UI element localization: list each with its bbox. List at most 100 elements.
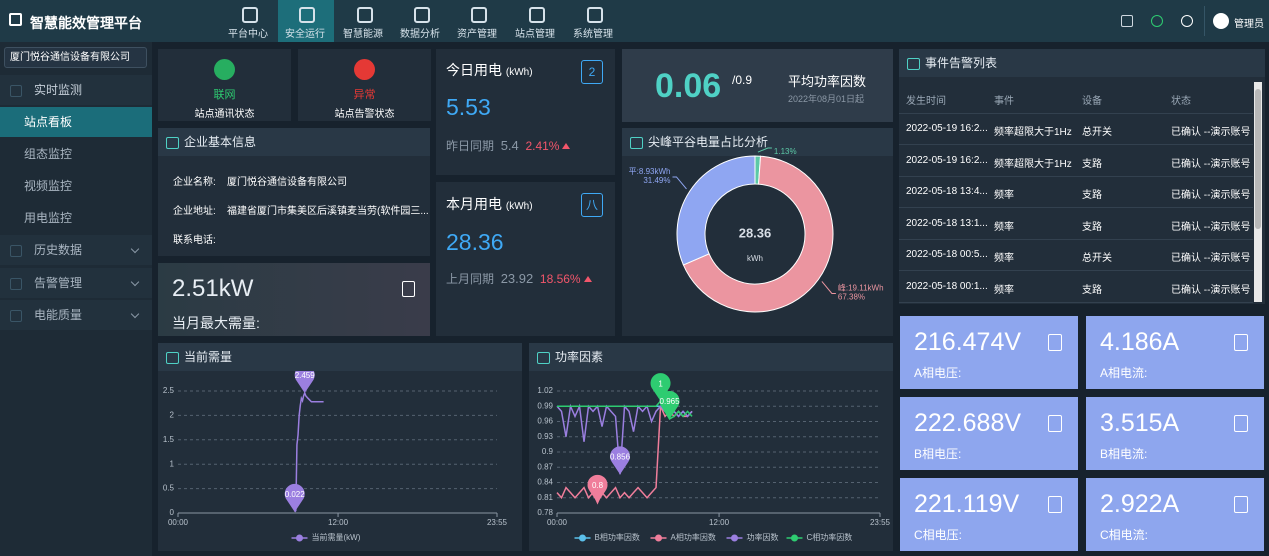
nav-label[interactable]: 站点管理 (515, 29, 555, 40)
legend-label[interactable]: 功率因数 (747, 532, 779, 542)
card-title: 本月用电 (kWh) (446, 194, 533, 214)
menu-group[interactable]: 历史数据 (0, 235, 152, 265)
panel-header: 当前需量 (158, 343, 522, 371)
panel-header: 事件告警列表 (899, 49, 1265, 77)
y-tick-label: 0.5 (163, 484, 175, 493)
column-header: 发生时间 (906, 96, 946, 107)
measure-value: 3.515A (1100, 409, 1180, 437)
nav-label[interactable]: 数据分析 (400, 29, 440, 40)
card-unit: (kWh) (505, 67, 533, 78)
menu-label[interactable]: 历史数据 (34, 243, 83, 257)
panel-title: 事件告警列表 (925, 56, 998, 70)
doc-icon (1234, 496, 1248, 513)
pie-panel: 尖峰平谷电量占比分析 1.13% 峰:19.11kWh 67.38% 平:8.93kW… (622, 128, 893, 336)
nav-item[interactable]: 资产管理 (449, 0, 505, 42)
marker-label: 0.8 (592, 481, 604, 490)
menu-label[interactable]: 实时监测 (34, 83, 83, 97)
legend-label[interactable]: B相功率因数 (595, 532, 640, 542)
nav-label[interactable]: 平台中心 (228, 29, 268, 40)
menu-item[interactable]: 视频监控 (24, 179, 73, 193)
nav-label[interactable]: 智慧能源 (343, 29, 383, 40)
measure-card: 4.186A A相电流: (1086, 316, 1264, 389)
nav-item[interactable]: 安全运行 (277, 0, 333, 42)
menu-group[interactable]: 实时监测 (0, 75, 152, 105)
y-tick-label: 1.02 (537, 386, 553, 395)
series-line (557, 399, 693, 420)
company-panel: 企业基本信息 企业名称: 厦门悦谷通信设备有限公司 企业地址: 福建省厦门市集美… (158, 128, 430, 256)
nav-label[interactable]: 资产管理 (457, 29, 497, 40)
up-arrow (583, 276, 592, 282)
cell: 2022-05-18 13:1... (906, 217, 988, 229)
info-key: 联系电话: (173, 235, 216, 246)
cell: 总开关 (1082, 253, 1112, 264)
line-chart: 0 0.5 1 1.5 2 2.5 00:00 12:00 23:55 2.459 0.022 当前需… (163, 371, 508, 542)
avatar[interactable] (1213, 13, 1229, 29)
measure-card: 221.119V C相电压: (900, 478, 1078, 551)
link-icon[interactable] (1151, 15, 1163, 27)
pie-slice (676, 155, 756, 266)
status-state: 联网 (213, 89, 236, 101)
nav-label[interactable]: 安全运行 (285, 29, 325, 40)
nav-item[interactable]: 系统管理 (565, 0, 621, 42)
today-card: 今日用电 (kWh) 2 5.53 昨日同期 5.4 2.41% (436, 49, 615, 175)
menu-item[interactable]: 组态监控 (24, 147, 73, 161)
menu-group[interactable]: 电能质量 (0, 300, 152, 330)
legend-label[interactable]: 当前需量(kW) (312, 532, 361, 542)
calendar-icon: 2 (581, 60, 603, 84)
mute-icon[interactable] (1121, 15, 1133, 27)
y-tick-label: 1 (170, 459, 175, 468)
company-select[interactable]: 厦门悦谷通信设备有限公司 (4, 47, 147, 68)
card-title: 今日用电 (kWh) (446, 60, 533, 80)
measure-label: A相电流: (1100, 366, 1148, 380)
measure-label: B相电压: (914, 447, 962, 461)
menu-item[interactable]: 用电监控 (24, 211, 73, 225)
legend-dot (296, 534, 303, 542)
status-card: 联网 站点通讯状态 (158, 49, 291, 121)
panel-header: 尖峰平谷电量占比分析 (622, 128, 893, 156)
legend-dot (655, 534, 662, 542)
cell: 支路 (1082, 190, 1102, 201)
cell: 2022-05-18 00:1... (906, 280, 988, 292)
doc-icon (1048, 415, 1062, 432)
scroll-thumb[interactable] (1255, 89, 1261, 229)
nav-icon (587, 7, 603, 23)
measure-card: 222.688V B相电压: (900, 397, 1078, 470)
compare-value: 5.4 (500, 138, 519, 153)
panel-header: 功率因素 (529, 343, 893, 371)
nav-item[interactable]: 智慧能源 (335, 0, 391, 42)
compare-label: 上月同期 (446, 272, 495, 286)
slice-label: 峰:19.11kWh (838, 283, 884, 293)
menu-label[interactable]: 告警管理 (34, 276, 83, 290)
legend-label[interactable]: C相功率因数 (807, 532, 853, 542)
nav-icon (242, 7, 258, 23)
menu-label[interactable]: 电能质量 (34, 308, 83, 322)
measure-value: 222.688V (914, 409, 1022, 437)
demand-panel: 当前需量 0 0.5 1 1.5 2 2.5 00:00 12:00 23:55 2.459 0.0… (158, 343, 522, 551)
cell: 频率 (994, 284, 1014, 296)
row-rule (899, 144, 1253, 145)
nav-item[interactable]: 数据分析 (392, 0, 448, 42)
center-value: 28.36 (739, 225, 772, 240)
user-name[interactable]: 管理员 (1234, 19, 1264, 30)
app-title: 智慧能效管理平台 (30, 15, 142, 31)
card-title-text: 本月用电 (446, 196, 502, 212)
leader-line (757, 147, 772, 153)
help-icon[interactable] (1181, 15, 1193, 27)
menu-item-active[interactable]: 站点看板 (0, 107, 152, 137)
nav-item[interactable]: 站点管理 (507, 0, 563, 42)
panel-title: 尖峰平谷电量占比分析 (648, 135, 769, 149)
measure-label: B相电流: (1100, 447, 1148, 461)
measure-value: 2.922A (1100, 490, 1180, 518)
nav-item[interactable]: 平台中心 (220, 0, 276, 42)
panel-title: 当前需量 (184, 350, 233, 364)
marker-pin (650, 373, 671, 402)
menu-group[interactable]: 告警管理 (0, 268, 152, 298)
row-rule (899, 301, 1253, 303)
marker-label: 0.965 (660, 397, 681, 406)
nav-icon (529, 7, 545, 23)
nav-label[interactable]: 系统管理 (573, 29, 613, 40)
legend-label[interactable]: A相功率因数 (671, 532, 716, 542)
info-key: 企业地址: (173, 206, 216, 217)
